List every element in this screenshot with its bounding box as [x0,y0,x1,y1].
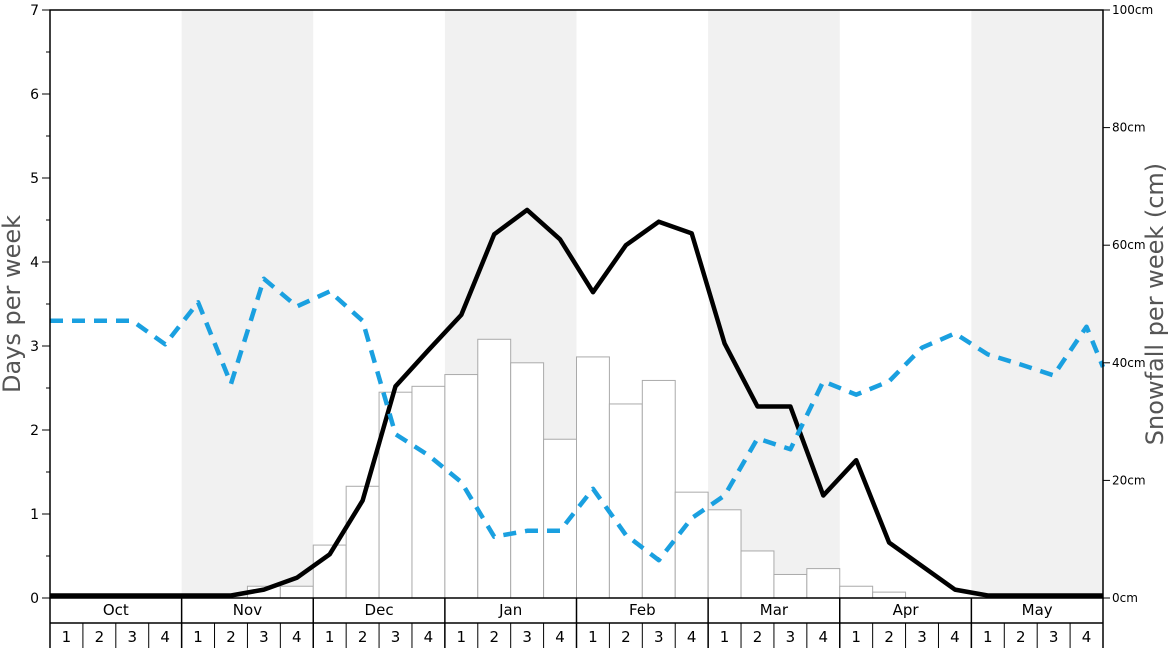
week-row: 1 2 3 4 1 2 3 4 1 2 3 4 1 2 3 4 1 2 3 4 1 2 3 4 1 2 3 4 1 2 3 4 [49,623,1092,648]
week-label: 2 [226,628,236,646]
solid-series-line [50,207,1103,598]
snowfall-bars [246,338,907,599]
week-label: 4 [1082,628,1092,646]
week-label: 3 [654,628,664,646]
left-tick-label-5: 5 [30,171,39,187]
week-label: 3 [259,628,269,646]
snowfall-bar-23 [773,573,808,599]
y-axis-title-left: Days per week [0,215,26,393]
right-tick-label-20cm: 20cm [1112,473,1146,487]
week-label: 3 [917,628,927,646]
right-tick-label-60cm: 60cm [1112,238,1146,252]
left-tick-label-1: 1 [30,507,39,523]
month-band-may [971,10,1103,598]
left-tick-label-3: 3 [30,339,39,355]
snowfall-bar-20 [674,491,709,599]
week-label: 3 [127,628,137,646]
week-label: 3 [391,628,401,646]
snowfall-bar-14 [477,338,512,599]
week-label: 1 [851,628,861,646]
month-bands [181,10,1103,598]
week-label: 4 [950,628,960,646]
month-label-mar: Mar [760,601,789,619]
left-axis: 0 1 2 3 4 5 6 7 [30,3,50,607]
week-label: 1 [62,628,72,646]
right-tick-label-40cm: 40cm [1112,356,1146,370]
week-label: 3 [1049,628,1059,646]
month-label-may: May [1022,601,1053,619]
week-label: 1 [325,628,335,646]
week-label: 1 [983,628,993,646]
snowfall-bar-25 [839,585,874,599]
week-label: 1 [720,628,730,646]
week-label: 2 [95,628,105,646]
snowfall-bar-8 [279,585,314,599]
month-label-feb: Feb [629,601,656,619]
snowfall-bar-21 [707,509,742,599]
left-tick-label-6: 6 [30,87,39,103]
snowfall-bar-22 [740,550,775,599]
week-label: 4 [819,628,829,646]
week-label: 1 [457,628,467,646]
left-tick-label-0: 0 [30,591,39,607]
series-lines [50,207,1106,598]
y-axis-title-right: Snowfall per week (cm) [1141,163,1168,445]
month-label-jan: Jan [498,601,522,619]
right-axis: 0cm 20cm 40cm 60cm 80cm 100cm [1103,3,1153,605]
left-tick-label-4: 4 [30,255,39,271]
month-label-nov: Nov [233,601,262,619]
snowfall-bar-17 [576,356,610,599]
dashed-series-line [50,276,1106,563]
snowfall-bar-13 [444,374,479,599]
month-label-oct: Oct [103,601,129,619]
week-label: 4 [687,628,697,646]
right-tick-label-100cm: 100cm [1112,3,1153,17]
snowfall-bar-19 [641,379,676,599]
week-label: 4 [292,628,302,646]
week-label: 2 [1016,628,1026,646]
week-label: 4 [160,628,170,646]
week-label: 4 [555,628,565,646]
snowfall-bar-18 [608,403,643,599]
snowfall-bar-26 [872,591,907,599]
snowfall-bar-24 [806,568,841,599]
week-label: 4 [424,628,434,646]
month-band-nov [181,10,314,598]
right-tick-label-0cm: 0cm [1112,591,1138,605]
month-label-apr: Apr [893,601,920,619]
snowfall-bar-15 [510,362,545,599]
week-label: 2 [753,628,763,646]
week-label: 2 [884,628,894,646]
snowfall-bar-12 [411,385,446,599]
week-label: 1 [588,628,598,646]
week-label: 1 [193,628,203,646]
month-band-mar [708,10,840,598]
left-tick-label-7: 7 [30,3,39,19]
week-label: 2 [489,628,499,646]
week-label: 2 [621,628,631,646]
week-label: 3 [786,628,796,646]
month-label-dec: Dec [365,601,394,619]
right-tick-label-80cm: 80cm [1112,121,1146,135]
left-tick-label-2: 2 [30,423,39,439]
week-label: 3 [522,628,532,646]
week-label: 2 [358,628,368,646]
